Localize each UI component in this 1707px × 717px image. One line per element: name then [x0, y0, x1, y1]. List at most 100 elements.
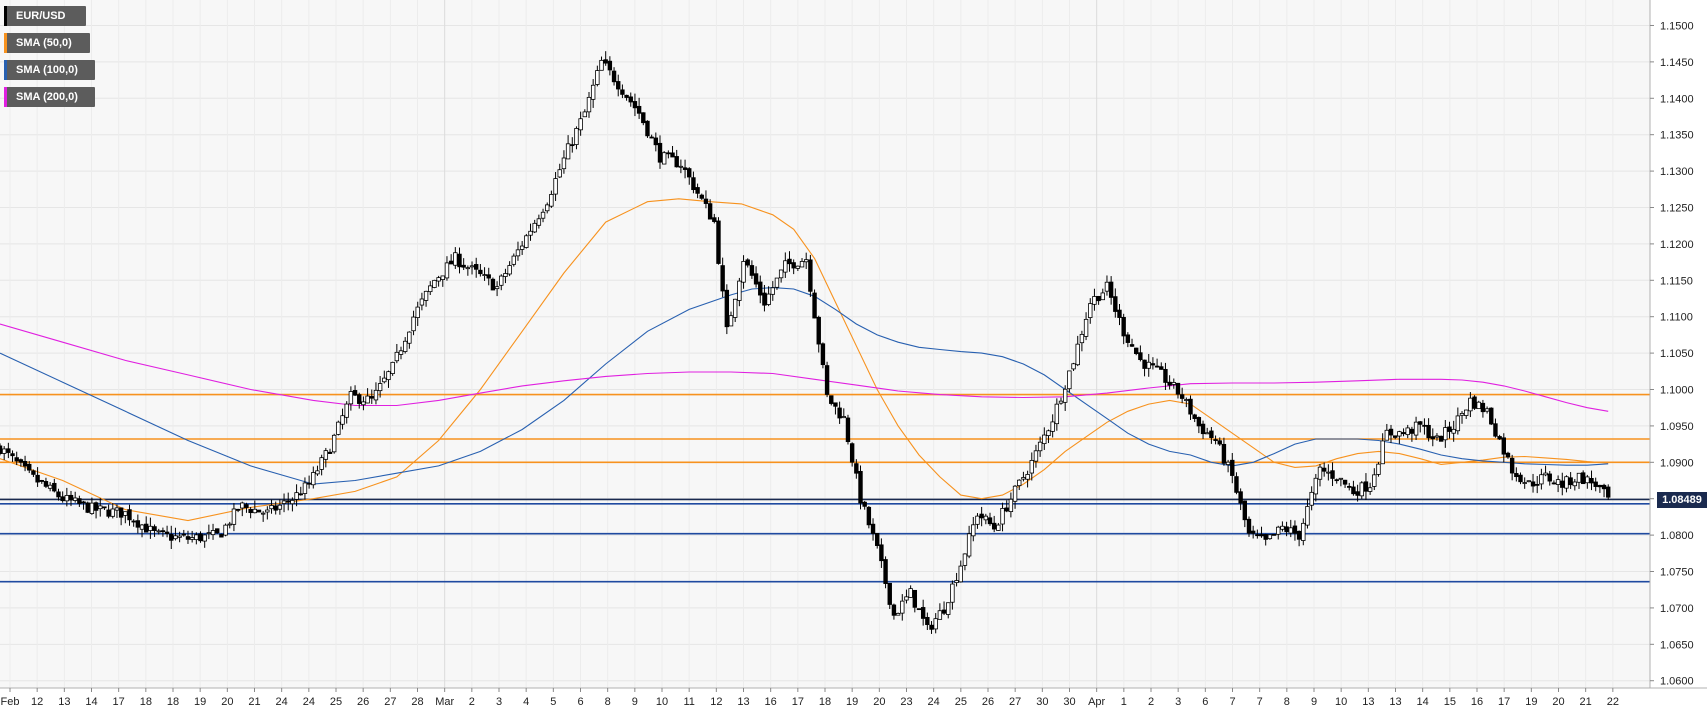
candle-down	[1096, 295, 1101, 302]
legend-item-sma100[interactable]: SMA (100,0)	[4, 60, 95, 80]
candle-down	[298, 493, 303, 496]
candle-up	[895, 613, 901, 616]
candle-up	[411, 316, 416, 332]
candle-up	[946, 602, 951, 615]
candle-down	[603, 59, 608, 64]
candle-up	[72, 497, 78, 501]
time-tick-label: 17	[1498, 696, 1510, 708]
candle-up	[950, 583, 955, 603]
candle-up	[444, 262, 450, 279]
candle-down	[1108, 281, 1114, 298]
candle-up	[900, 600, 905, 614]
candle-down	[695, 187, 700, 194]
candle-down	[1179, 394, 1185, 399]
candle-down	[1234, 476, 1239, 493]
candle-down	[1580, 472, 1586, 485]
candle-up	[344, 403, 349, 418]
candle-up	[252, 508, 258, 514]
candle-down	[43, 481, 49, 487]
candle-up	[1092, 296, 1097, 305]
time-tick-label: Apr	[1088, 696, 1105, 708]
candle-up	[661, 152, 667, 165]
candle-down	[645, 120, 650, 137]
candle-up	[766, 293, 771, 305]
candle-up	[937, 610, 943, 620]
candle-down	[854, 463, 859, 474]
legend-item-sma200[interactable]: SMA (200,0)	[4, 87, 95, 107]
price-tick-label: 1.0950	[1660, 421, 1694, 433]
candle-down	[1447, 426, 1452, 432]
candle-up	[557, 169, 562, 178]
candle-up	[1539, 474, 1544, 485]
candle-down	[1493, 423, 1498, 437]
candle-down	[60, 496, 65, 502]
time-tick-label: 19	[846, 696, 858, 708]
candle-down	[1480, 402, 1486, 413]
legend-item-eurusd[interactable]: EUR/USD	[4, 6, 86, 26]
time-tick-label: 28	[411, 696, 423, 708]
candle-down	[169, 534, 174, 541]
candle-down	[611, 70, 617, 83]
candle-up	[1058, 400, 1064, 404]
candle-down	[682, 167, 688, 170]
candle-down	[1593, 481, 1598, 487]
time-tick-label: 26	[357, 696, 369, 708]
price-tick-label: 1.1400	[1660, 93, 1694, 105]
candle-down	[1426, 424, 1431, 439]
candle-down	[875, 532, 880, 546]
candle-down	[632, 101, 638, 109]
candle-up	[206, 532, 212, 534]
time-tick-label: 26	[982, 696, 994, 708]
candle-down	[77, 498, 82, 504]
candle-up	[194, 534, 199, 541]
candle-up	[1397, 431, 1402, 437]
candle-down	[991, 522, 997, 530]
price-tick-label: 1.1500	[1660, 20, 1694, 32]
candle-up	[398, 350, 404, 355]
candle-down	[979, 513, 984, 519]
price-tick-label: 1.1100	[1660, 312, 1693, 324]
candle-down	[707, 203, 713, 220]
candle-up	[1576, 472, 1582, 483]
candle-down	[10, 453, 15, 457]
candle-down	[56, 491, 61, 498]
candle-down	[39, 480, 44, 482]
legend: EUR/USD SMA (50,0) SMA (100,0) SMA (200,…	[4, 6, 95, 114]
candle-up	[114, 507, 120, 511]
candle-up	[402, 340, 408, 352]
legend-swatch-sma100	[4, 60, 7, 80]
price-tick-label: 1.0900	[1660, 457, 1694, 469]
candle-up	[1025, 474, 1030, 480]
candle-down	[106, 509, 111, 517]
candle-up	[599, 59, 604, 71]
candle-up	[1071, 363, 1076, 370]
candle-up	[524, 235, 529, 248]
price-tick-label: 1.1350	[1660, 130, 1694, 142]
candle-up	[574, 128, 579, 145]
price-tick-label: 1.0600	[1660, 676, 1694, 688]
candle-up	[394, 351, 400, 362]
candle-up	[240, 502, 245, 509]
candle-down	[1138, 352, 1143, 361]
candle-down	[833, 402, 838, 407]
candles	[0, 51, 1611, 634]
candle-up	[1288, 527, 1293, 534]
time-tick-label: 17	[792, 696, 804, 708]
legend-item-sma50[interactable]: SMA (50,0)	[4, 33, 90, 53]
candle-down	[273, 505, 278, 511]
legend-swatch-eurusd	[4, 6, 7, 26]
candle-up	[210, 530, 216, 536]
candle-up	[1338, 477, 1344, 480]
candle-up	[1484, 408, 1490, 412]
candle-up	[1171, 382, 1176, 385]
candle-down	[1142, 359, 1147, 369]
candle-up	[1100, 292, 1105, 301]
time-tick-label: 16	[765, 696, 777, 708]
candle-up	[377, 383, 383, 392]
sma-100-line	[0, 287, 1609, 485]
candle-down	[1547, 473, 1552, 482]
candle-down	[369, 396, 374, 399]
candle-down	[52, 482, 57, 492]
candle-up	[528, 230, 533, 236]
candle-down	[837, 407, 842, 419]
